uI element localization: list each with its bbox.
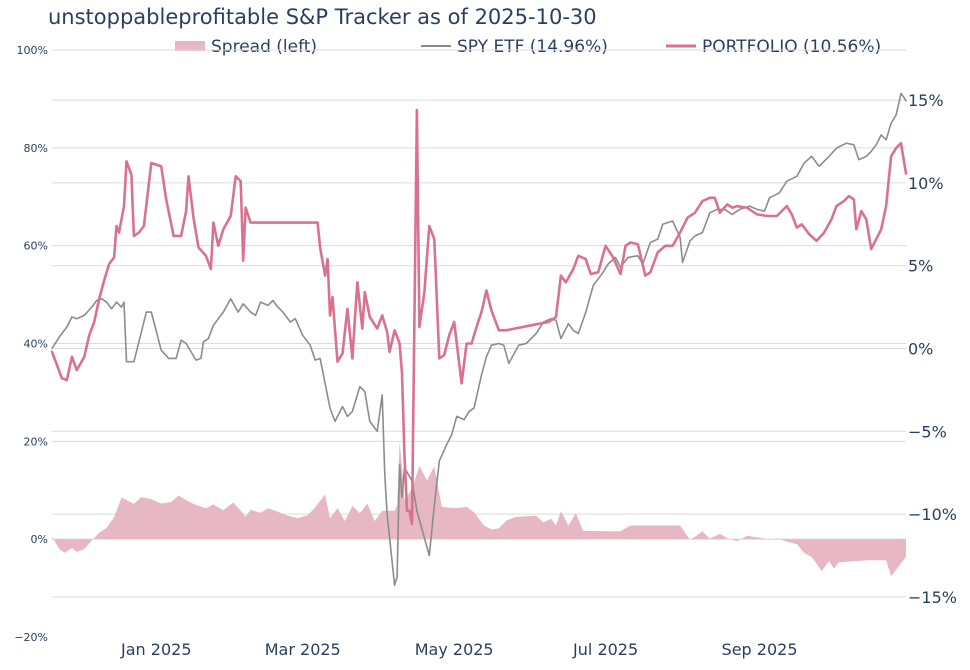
legend-swatch-spread: [175, 41, 205, 51]
right-tick-label: −5%: [908, 422, 947, 441]
left-tick-label: 100%: [17, 44, 48, 57]
legend-label-spread: Spread (left): [211, 37, 317, 57]
chart-title: unstoppableprofitable S&P Tracker as of …: [48, 5, 597, 29]
x-axis: Jan 2025 Mar 2025 May 2025 Jul 2025 Sep 2025: [120, 640, 797, 659]
left-tick-label: 40%: [24, 338, 48, 351]
left-tick-label: 60%: [24, 240, 48, 253]
x-tick-label: Jul 2025: [572, 640, 638, 659]
x-tick-label: Mar 2025: [265, 640, 341, 659]
legend-item-portfolio[interactable]: PORTFOLIO (10.56%): [666, 37, 881, 57]
legend-label-spy: SPY ETF (14.96%): [457, 37, 608, 57]
x-tick-label: May 2025: [415, 640, 494, 659]
legend-item-spread[interactable]: Spread (left): [175, 37, 317, 57]
right-tick-label: 15%: [908, 91, 944, 110]
right-tick-label: 10%: [908, 174, 944, 193]
left-axis: −20% 0% 20% 40% 60% 80% 100%: [14, 44, 48, 644]
left-tick-label: 80%: [24, 142, 48, 155]
left-tick-label: 0%: [31, 533, 48, 546]
legend-item-spy[interactable]: SPY ETF (14.96%): [421, 37, 608, 57]
right-tick-label: 0%: [908, 340, 933, 359]
left-tick-label: 20%: [24, 435, 48, 448]
x-tick-label: Jan 2025: [120, 640, 191, 659]
right-tick-label: −15%: [908, 588, 957, 607]
gridlines: [52, 49, 906, 598]
right-tick-label: 5%: [908, 257, 933, 276]
x-tick-label: Sep 2025: [722, 640, 798, 659]
plot-area: [50, 92, 908, 587]
series-portfolio-line: [50, 108, 908, 526]
legend-label-portfolio: PORTFOLIO (10.56%): [702, 37, 881, 57]
right-tick-label: −10%: [908, 505, 957, 524]
series-spy-line: [51, 92, 907, 587]
series-spread-area: [52, 442, 906, 577]
right-axis: −15% −10% −5% 0% 5% 10% 15%: [908, 91, 957, 607]
legend: Spread (left) SPY ETF (14.96%) PORTFOLIO…: [175, 37, 881, 57]
left-tick-label: −20%: [14, 631, 48, 644]
